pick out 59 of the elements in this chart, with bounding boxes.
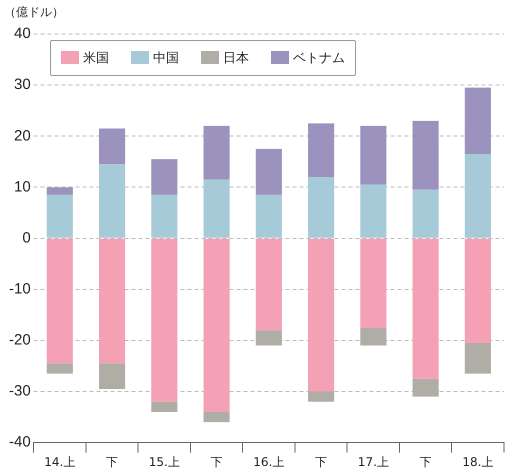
bar <box>99 128 126 164</box>
x-tick-label: 下 <box>420 454 432 469</box>
bar <box>308 392 334 402</box>
bar <box>256 194 282 238</box>
x-tick-label: 15.上 <box>148 454 180 469</box>
y-tick-label: 0 <box>22 229 31 246</box>
bar <box>151 194 178 238</box>
bar <box>204 180 230 238</box>
bar <box>464 238 491 344</box>
bar <box>99 164 126 238</box>
legend-label: 米国 <box>82 50 109 67</box>
y-tick-label: -10 <box>8 280 31 298</box>
bar <box>46 194 73 238</box>
bar <box>204 412 230 422</box>
x-tick-label: 18.上 <box>462 454 494 469</box>
bar <box>412 378 439 397</box>
bar <box>464 154 491 238</box>
bar <box>151 238 178 402</box>
y-tick-label: 20 <box>14 127 31 144</box>
bar <box>46 187 73 195</box>
x-tick-label: 14.上 <box>44 454 76 469</box>
bar <box>46 363 73 374</box>
y-tick-label: 30 <box>14 76 31 94</box>
bar <box>360 328 386 346</box>
bar <box>412 120 439 190</box>
bar <box>256 238 282 330</box>
bar <box>308 238 334 392</box>
x-tick-label: 下 <box>210 454 223 469</box>
bar <box>204 238 230 412</box>
bar <box>151 159 178 195</box>
bar <box>99 238 126 364</box>
bar <box>256 330 282 346</box>
x-tick-label: 下 <box>315 454 328 469</box>
bar <box>204 126 230 180</box>
y-tick-label: -40 <box>8 434 31 451</box>
x-tick-label: 17.上 <box>358 454 389 469</box>
bar <box>151 402 178 412</box>
bar <box>412 238 439 379</box>
bar <box>360 126 386 185</box>
legend-label: 中国 <box>152 50 179 67</box>
x-tick-label: 下 <box>106 454 118 469</box>
legend-label: ベトナム <box>292 50 345 67</box>
legend-label: 日本 <box>222 50 249 67</box>
y-tick-label: 40 <box>14 25 31 42</box>
y-tick-label: -30 <box>8 382 31 400</box>
bar <box>256 148 282 195</box>
bar <box>99 363 126 389</box>
bar <box>412 190 439 238</box>
y-tick-label: 10 <box>14 178 31 196</box>
bar <box>308 123 334 178</box>
y-tick-label: -20 <box>8 332 31 349</box>
x-tick-label: 16.上 <box>253 454 284 469</box>
bar <box>464 88 491 154</box>
bar <box>360 238 386 328</box>
bar <box>46 238 73 364</box>
bar <box>464 343 491 374</box>
y-axis-title: （億ドル） <box>4 4 64 21</box>
bar <box>360 184 386 238</box>
bar <box>308 177 334 238</box>
